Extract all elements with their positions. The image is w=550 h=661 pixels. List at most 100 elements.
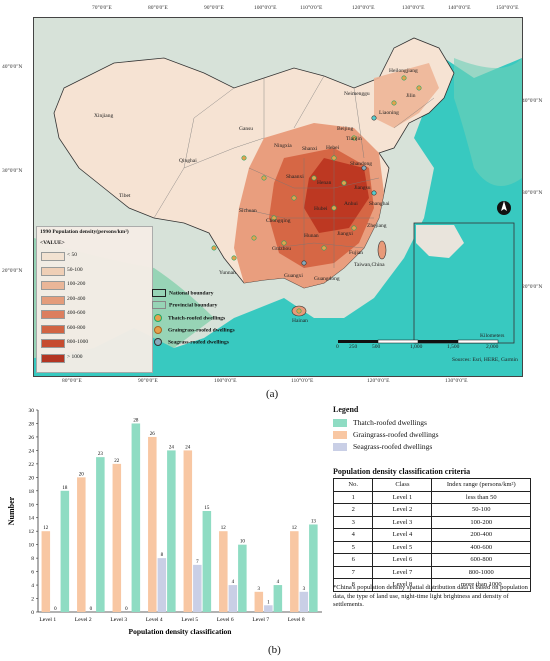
density-class-label: 600-800	[67, 324, 86, 331]
legend-swatch	[333, 443, 347, 452]
scale-label: 1,000	[410, 344, 423, 350]
coord-label: 100°0'0"E	[214, 378, 237, 384]
legend-label: Seagrass-roofed dwellings	[353, 442, 433, 451]
density-class-label: 400-600	[67, 310, 86, 316]
x-tick-label: Level 1	[39, 617, 56, 623]
chart-legend-title: Legend	[333, 405, 359, 414]
bar-value-label: 18	[62, 486, 68, 491]
coord-label: 70°0'0"E	[92, 5, 112, 11]
place-label: Shanghai	[369, 201, 390, 207]
place-label: Fujian	[349, 250, 364, 256]
coord-label: 120°0'0"E	[367, 378, 390, 384]
bar	[41, 531, 51, 612]
y-tick-label: 18	[29, 489, 35, 495]
legend-provincial-boundary: Provincial boundary	[152, 301, 217, 309]
map-source: Sources: Esri, HERE, Garmin	[452, 357, 518, 363]
place-label: Shaanxi	[286, 174, 304, 180]
bar-value-label: 8	[161, 553, 164, 558]
y-axis-label: Number	[7, 496, 16, 525]
criteria-cell: 1	[332, 490, 374, 504]
bar	[96, 457, 105, 612]
bar-value-label: 15	[204, 506, 210, 511]
legend-seagrass: Seagrass-roofed dwellings	[152, 338, 229, 346]
place-label: Neimenggu	[344, 91, 370, 97]
scale-label: 2,000	[486, 344, 499, 350]
coord-label: 140°0'0"E	[448, 5, 471, 11]
criteria-header-row: No. Class Index range (persons/km²)	[332, 478, 531, 492]
criteria-cell: less than 50	[431, 490, 531, 504]
coord-label: 130°0'0"E	[445, 378, 468, 384]
y-tick-label: 2	[31, 597, 34, 603]
scale-label: 1,500	[447, 344, 460, 350]
density-class-label: 800-1000	[67, 339, 89, 345]
dwelling-markers	[211, 75, 422, 314]
taiwan-island	[377, 240, 387, 260]
legend-value-header: <VALUE>	[40, 240, 65, 246]
legend-national-boundary: National boundary	[152, 289, 213, 297]
place-label: Jiangsu	[354, 185, 371, 191]
density-swatch	[41, 252, 65, 261]
criteria-table: No. Class Index range (persons/km²) 1 Lev…	[332, 478, 531, 592]
criteria-row: 2 Level 2 50-100	[332, 503, 531, 517]
y-tick-label: 10	[29, 543, 35, 549]
criteria-header: No.	[332, 478, 374, 492]
coord-label: 30°0'0"N	[522, 190, 543, 196]
place-label: Yunnan	[219, 270, 236, 276]
density-class-label: 100-200	[67, 281, 86, 287]
bar	[193, 564, 202, 612]
bar-value-label: 13	[311, 519, 317, 524]
place-label: Sichuan	[239, 208, 257, 214]
seagrass-dot-icon	[154, 338, 162, 346]
terrain-east	[454, 58, 522, 186]
bar	[228, 585, 238, 612]
legend-label: Thatch-roofed dwellings	[168, 315, 226, 322]
criteria-cell: 5	[332, 540, 374, 554]
criteria-cell: Level 8	[372, 578, 433, 592]
x-tick-label: Level 2	[75, 617, 92, 623]
bar-value-label: 0	[54, 607, 57, 612]
density-swatch	[41, 353, 65, 363]
criteria-cell: 8	[332, 578, 374, 592]
density-swatch	[41, 281, 65, 290]
density-swatch	[41, 324, 65, 334]
place-label: Gansu	[239, 126, 254, 132]
coord-label: 90°0'0"E	[138, 378, 158, 384]
place-label: Tianjin	[346, 136, 362, 142]
place-label: Shandong	[350, 161, 372, 167]
coord-label: 110°0'0"E	[291, 378, 314, 384]
bar-value-label: 0	[125, 607, 128, 612]
density-class-label: < 50	[67, 252, 77, 258]
criteria-cell: Level 4	[372, 528, 433, 542]
place-label: Taiwan,China	[354, 262, 385, 268]
place-label: Jiangxi	[337, 231, 353, 237]
criteria-cell: 6	[332, 553, 374, 567]
north-arrow	[497, 201, 511, 215]
bar-chart: 024681012141618202224262830NumberPopulat…	[7, 408, 322, 636]
provincial-boundaries	[153, 75, 435, 268]
coord-label: 110°0'0"E	[300, 5, 323, 11]
provincial-boundary-symbol	[152, 301, 166, 309]
bar-value-label: 4	[232, 580, 235, 585]
scale-bar	[338, 339, 499, 344]
bar	[290, 531, 299, 612]
top-coord-row: 70°0'0"E 80°0'0"E 90°0'0"E 100°0'0"E 110…	[0, 0, 550, 16]
bar-value-label: 3	[303, 587, 306, 592]
scale-label: 250	[349, 344, 358, 350]
bar-value-label: 0	[90, 607, 93, 612]
bar	[309, 524, 318, 612]
graingrass-dot-icon	[154, 326, 162, 334]
criteria-header: Index range (persons/km²)	[431, 478, 531, 492]
x-axis-label: Population density classification	[129, 627, 233, 636]
x-tick-label: Level 5	[181, 617, 198, 623]
bar	[264, 605, 273, 612]
place-label: Anhui	[344, 201, 358, 207]
legend-thatch: Thatch-roofed dwellings	[152, 314, 225, 322]
place-label: Henan	[317, 180, 332, 186]
bar	[112, 463, 122, 612]
criteria-row: 4 Level 4 200-400	[332, 528, 531, 542]
y-tick-label: 20	[29, 475, 35, 481]
legend-label: Seagrass-roofed dwellings	[168, 339, 229, 346]
place-label: Guizhou	[272, 246, 291, 252]
footnote: *China's population density spatial dist…	[333, 584, 528, 608]
place-label: Heilongjiang	[389, 68, 418, 74]
